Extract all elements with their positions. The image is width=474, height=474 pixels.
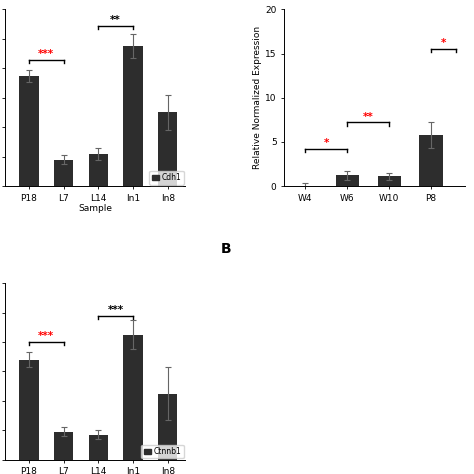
Bar <box>158 112 177 186</box>
Bar <box>124 335 143 460</box>
Bar <box>89 435 108 460</box>
Bar <box>54 160 73 186</box>
Text: ***: *** <box>108 305 124 315</box>
Text: *: * <box>441 38 446 48</box>
Y-axis label: Relative Normalized Expression: Relative Normalized Expression <box>253 26 262 169</box>
Text: **: ** <box>363 111 374 121</box>
Bar <box>336 175 359 186</box>
Bar <box>158 393 177 460</box>
Legend: Cdh1: Cdh1 <box>149 171 183 184</box>
X-axis label: Sample: Sample <box>78 204 112 213</box>
Text: B: B <box>221 242 232 256</box>
Bar <box>19 76 38 186</box>
Bar <box>419 135 443 186</box>
Text: **: ** <box>110 15 121 25</box>
Bar <box>89 154 108 186</box>
Bar <box>19 360 38 460</box>
Bar <box>54 432 73 460</box>
Text: ***: *** <box>38 331 55 341</box>
Bar <box>377 176 401 186</box>
Legend: Ctnnb1: Ctnnb1 <box>141 445 183 458</box>
Text: *: * <box>323 138 329 148</box>
Text: ***: *** <box>38 48 55 59</box>
Bar <box>124 46 143 186</box>
